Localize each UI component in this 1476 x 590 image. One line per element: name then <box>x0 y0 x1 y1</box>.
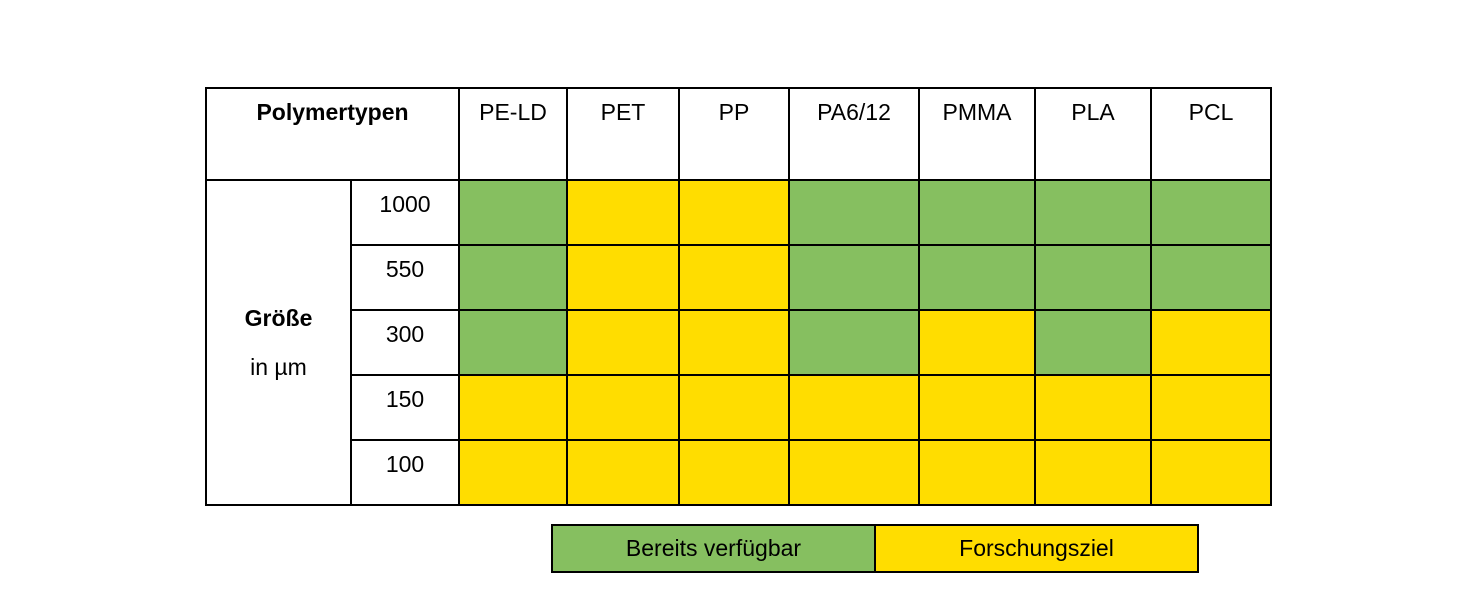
status-cell <box>1150 374 1272 441</box>
status-cell <box>1034 179 1152 246</box>
status-cell <box>1034 244 1152 311</box>
status-cell <box>566 439 680 506</box>
status-cell <box>1150 179 1272 246</box>
status-cell <box>566 309 680 376</box>
status-cell <box>678 374 790 441</box>
status-cell <box>918 244 1036 311</box>
status-cell <box>458 439 568 506</box>
status-cell <box>1034 439 1152 506</box>
size-group-unit: in µm <box>250 353 307 380</box>
status-cell <box>918 309 1036 376</box>
status-cell <box>566 374 680 441</box>
column-header: PA6/12 <box>788 87 920 181</box>
status-cell <box>1150 244 1272 311</box>
header-row: Polymertypen PE-LD PET PP PA6/12 PMMA PL… <box>205 87 1272 181</box>
status-cell <box>566 179 680 246</box>
status-cell <box>458 309 568 376</box>
column-header: PMMA <box>918 87 1036 181</box>
size-group-title: Größe <box>244 304 313 331</box>
status-cell <box>1034 374 1152 441</box>
status-cell <box>458 244 568 311</box>
size-value: 550 <box>350 244 460 311</box>
status-cell <box>678 179 790 246</box>
status-cell <box>918 439 1036 506</box>
status-cell <box>918 374 1036 441</box>
size-value: 150 <box>350 374 460 441</box>
column-header: PE-LD <box>458 87 568 181</box>
status-cell <box>788 439 920 506</box>
table-row: 300 <box>206 309 1272 376</box>
status-cell <box>458 374 568 441</box>
size-value: 300 <box>350 309 460 376</box>
column-header: PP <box>678 87 790 181</box>
legend-available: Bereits verfügbar <box>551 524 876 573</box>
table-row: 150 <box>206 374 1272 441</box>
legend: Bereits verfügbar Forschungsziel <box>551 524 1199 573</box>
table-row: Größe in µm 1000 <box>205 179 1272 506</box>
status-cell <box>1150 309 1272 376</box>
status-cell <box>566 244 680 311</box>
table-row: 100 <box>206 439 1272 506</box>
column-header: PCL <box>1150 87 1272 181</box>
status-cell <box>1034 309 1152 376</box>
table-row: 550 <box>206 244 1272 311</box>
size-value: 1000 <box>350 179 460 246</box>
column-header: PET <box>566 87 680 181</box>
legend-research: Forschungsziel <box>874 524 1199 573</box>
size-group-label: Größe in µm <box>205 179 352 506</box>
status-cell <box>1150 439 1272 506</box>
status-cell <box>678 309 790 376</box>
status-cell <box>918 179 1036 246</box>
polymer-availability-table: Polymertypen PE-LD PET PP PA6/12 PMMA PL… <box>205 87 1272 506</box>
polymer-types-header: Polymertypen <box>205 87 460 181</box>
status-cell <box>788 374 920 441</box>
status-cell <box>678 439 790 506</box>
status-cell <box>788 244 920 311</box>
column-header: PLA <box>1034 87 1152 181</box>
status-cell <box>788 309 920 376</box>
status-cell <box>458 179 568 246</box>
status-cell <box>678 244 790 311</box>
size-value: 100 <box>350 439 460 506</box>
status-cell <box>788 179 920 246</box>
